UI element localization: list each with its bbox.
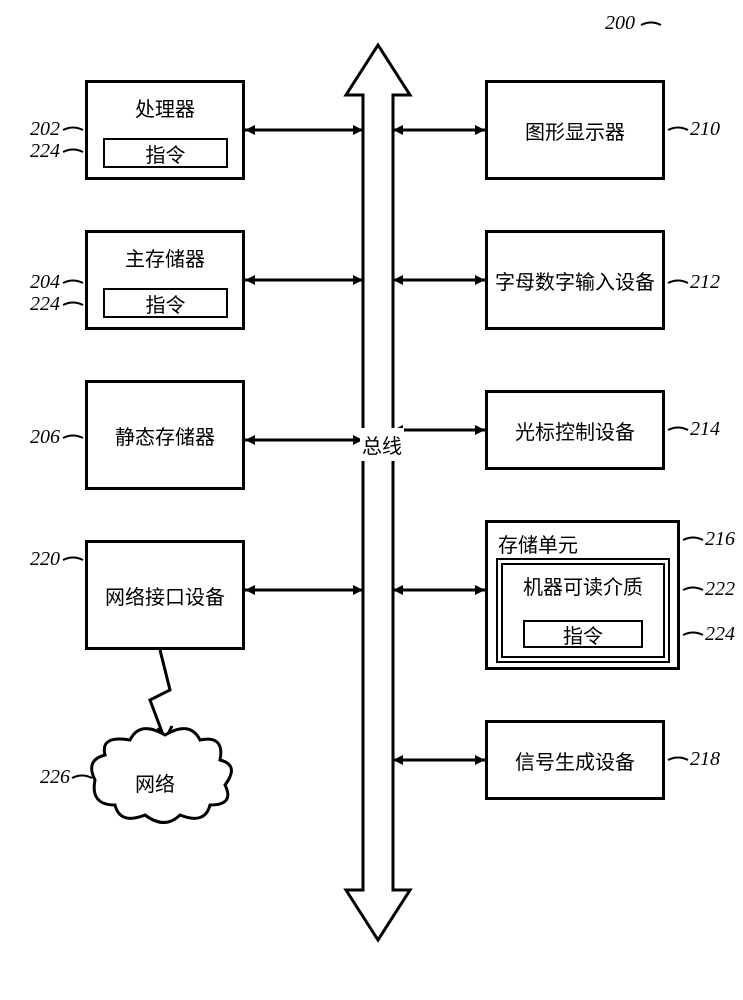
- machine-readable-medium-inner: 机器可读介质 指令: [501, 563, 665, 658]
- main-memory-ref: 204: [30, 271, 60, 294]
- processor-sub-ref: 224: [30, 140, 60, 163]
- main-memory-block: 主存储器 指令: [85, 230, 245, 330]
- alnum-input-block: 字母数字输入设备: [485, 230, 665, 330]
- storage-unit-title: 存储单元: [488, 523, 677, 558]
- processor-ref: 202: [30, 118, 60, 141]
- network-label: 网络: [135, 768, 175, 797]
- machine-readable-medium-ref: 222: [705, 578, 735, 601]
- net-iface-ref: 220: [30, 548, 60, 571]
- alnum-input-ref: 212: [690, 271, 720, 294]
- storage-unit-block: 存储单元 机器可读介质 指令: [485, 520, 680, 670]
- figure-ref: 200: [605, 12, 635, 35]
- graphics-display-ref: 210: [690, 118, 720, 141]
- storage-unit-ref: 216: [705, 528, 735, 551]
- bus-label: 总线: [360, 428, 404, 461]
- storage-instructions-ref: 224: [705, 623, 735, 646]
- machine-readable-medium: 机器可读介质 指令: [496, 558, 670, 663]
- graphics-display-block: 图形显示器: [485, 80, 665, 180]
- storage-instructions: 指令: [523, 620, 643, 648]
- machine-readable-medium-label: 机器可读介质: [503, 565, 663, 600]
- signal-gen-block: 信号生成设备: [485, 720, 665, 800]
- main-memory-instructions: 指令: [103, 288, 228, 318]
- signal-gen-ref: 218: [690, 748, 720, 771]
- static-memory-ref: 206: [30, 426, 60, 449]
- main-memory-title: 主存储器: [88, 233, 242, 272]
- main-memory-sub-ref: 224: [30, 293, 60, 316]
- cursor-control-block: 光标控制设备: [485, 390, 665, 470]
- processor-title: 处理器: [88, 83, 242, 122]
- processor-instructions: 指令: [103, 138, 228, 168]
- processor-block: 处理器 指令: [85, 80, 245, 180]
- static-memory-block: 静态存储器: [85, 380, 245, 490]
- network-ref: 226: [40, 766, 70, 789]
- net-iface-block: 网络接口设备: [85, 540, 245, 650]
- cursor-control-ref: 214: [690, 418, 720, 441]
